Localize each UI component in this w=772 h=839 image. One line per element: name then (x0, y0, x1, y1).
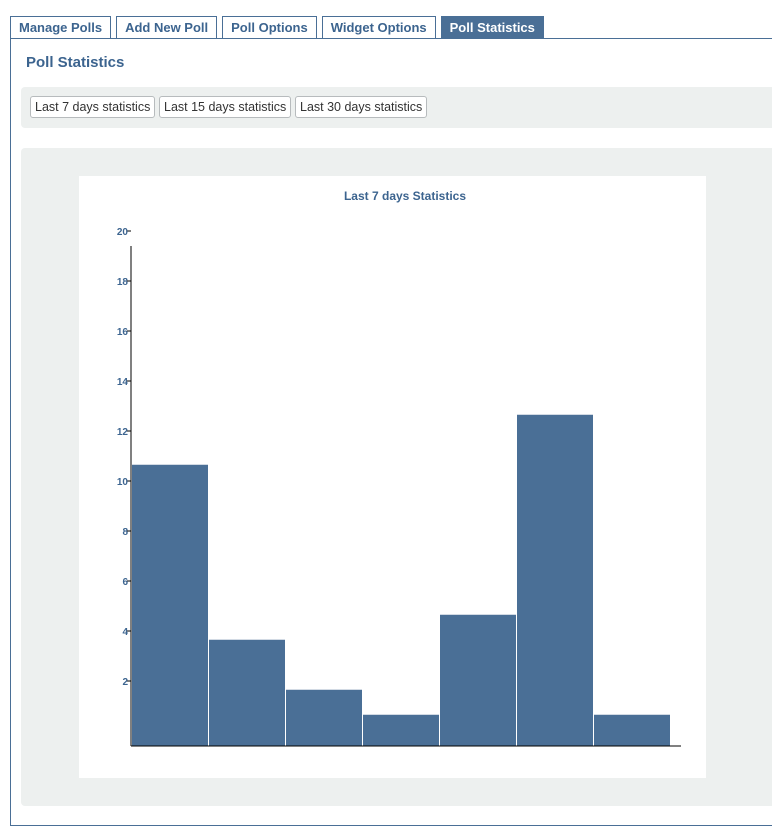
y-tick-label-2: 2 (122, 677, 128, 688)
y-tick-label-12: 12 (117, 427, 129, 438)
bar-2 (209, 640, 285, 746)
chart-canvas: Last 7 days Statistics 2 4 6 8 10 12 14 16 18 20 (79, 176, 706, 778)
y-tick-label-18: 18 (117, 277, 129, 288)
y-tick-label-10: 10 (117, 477, 129, 488)
y-tick-label-4: 4 (122, 627, 128, 638)
tab-poll-statistics[interactable]: Poll Statistics (441, 16, 544, 38)
tab-widget-options[interactable]: Widget Options (322, 16, 436, 38)
page-title: Poll Statistics (26, 54, 124, 71)
tab-add-new-poll[interactable]: Add New Poll (116, 16, 217, 38)
y-tick-label-16: 16 (117, 327, 129, 338)
bar-7 (594, 715, 670, 746)
bar-5 (440, 615, 516, 746)
y-tick-label-20: 20 (117, 227, 129, 238)
bar-4 (363, 715, 439, 746)
tab-bar: Manage Polls Add New Poll Poll Options W… (10, 16, 544, 39)
bar-1 (132, 465, 208, 746)
tab-manage-polls[interactable]: Manage Polls (10, 16, 111, 38)
y-tick-label-14: 14 (117, 377, 129, 388)
tab-poll-options[interactable]: Poll Options (222, 16, 317, 38)
bar-3 (286, 690, 362, 746)
y-tick-label-8: 8 (122, 527, 128, 538)
bar-6 (517, 415, 593, 746)
last-30-days-button[interactable]: Last 30 days statistics (295, 96, 427, 118)
last-15-days-button[interactable]: Last 15 days statistics (159, 96, 291, 118)
chart-title: Last 7 days Statistics (344, 189, 466, 203)
y-tick-label-6: 6 (122, 577, 128, 588)
bar-chart: Last 7 days Statistics 2 4 6 8 10 12 14 16 18 20 (79, 176, 706, 778)
last-7-days-button[interactable]: Last 7 days statistics (30, 96, 155, 118)
